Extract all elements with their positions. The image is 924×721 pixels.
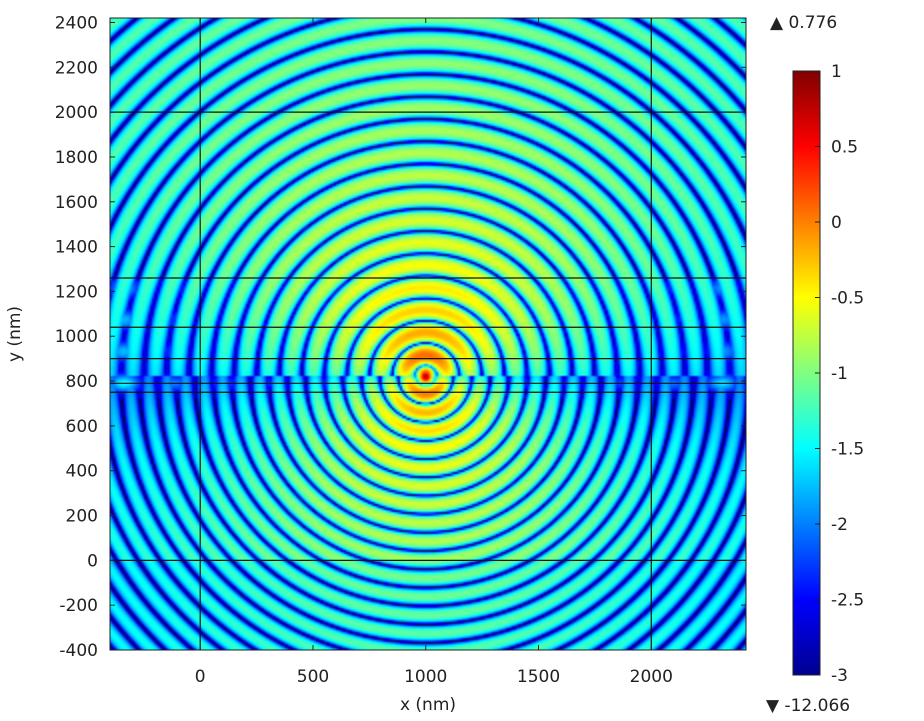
colorbar-min-marker: ▼ -12.066 [766, 696, 850, 716]
y-tick-label: 1000 [55, 327, 98, 347]
colorbar-ticks: 1 0.5 0 -0.5 -1 -1.5 -2 -2.5 -3 [815, 62, 864, 686]
field-heatmap [110, 18, 746, 650]
x-tick-label: 500 [297, 667, 329, 687]
layer-interface-lines [110, 18, 746, 650]
y-tick-label: 2400 [55, 13, 98, 33]
colorbar-tick-label: -0.5 [831, 289, 864, 309]
x-axis-ticks: 0 500 1000 1500 2000 [195, 18, 673, 687]
y-axis-label: y (nm) [5, 306, 25, 362]
y-tick-label: -400 [59, 641, 98, 661]
y-tick-label: 1400 [55, 238, 98, 258]
colorbar-tick-label: -3 [831, 666, 848, 686]
x-tick-label: 2000 [630, 667, 673, 687]
colorbar-tick-label: -2 [831, 515, 848, 535]
x-tick-label: 1500 [517, 667, 560, 687]
x-tick-label: 0 [195, 667, 206, 687]
y-tick-label: 600 [66, 417, 98, 437]
y-axis-ticks: 2400220020001800160014001200100080060040… [55, 13, 746, 661]
colorbar-tick-label: -2.5 [831, 591, 864, 611]
y-tick-label: 0 [87, 551, 98, 571]
y-tick-label: 200 [66, 507, 98, 527]
colorbar-max-marker: ▲ 0.776 [770, 13, 837, 33]
y-tick-label: 2200 [55, 58, 98, 78]
y-tick-label: 2000 [55, 103, 98, 123]
colorbar-tick-label: 0 [831, 213, 842, 233]
y-tick-label: 1200 [55, 282, 98, 302]
x-tick-label: 1000 [404, 667, 447, 687]
y-tick-label: 1800 [55, 148, 98, 168]
colorbar-tick-label: 1 [831, 62, 842, 82]
y-tick-label: 800 [66, 372, 98, 392]
y-tick-label: -200 [59, 596, 98, 616]
y-tick-label: 1600 [55, 193, 98, 213]
x-axis-label: x (nm) [400, 695, 456, 715]
colorbar-tick-label: 0.5 [831, 138, 858, 158]
colorbar-tick-label: -1 [831, 364, 848, 384]
y-tick-label: 400 [66, 462, 98, 482]
plot-frame [109, 17, 747, 651]
colorbar-tick-label: -1.5 [831, 440, 864, 460]
